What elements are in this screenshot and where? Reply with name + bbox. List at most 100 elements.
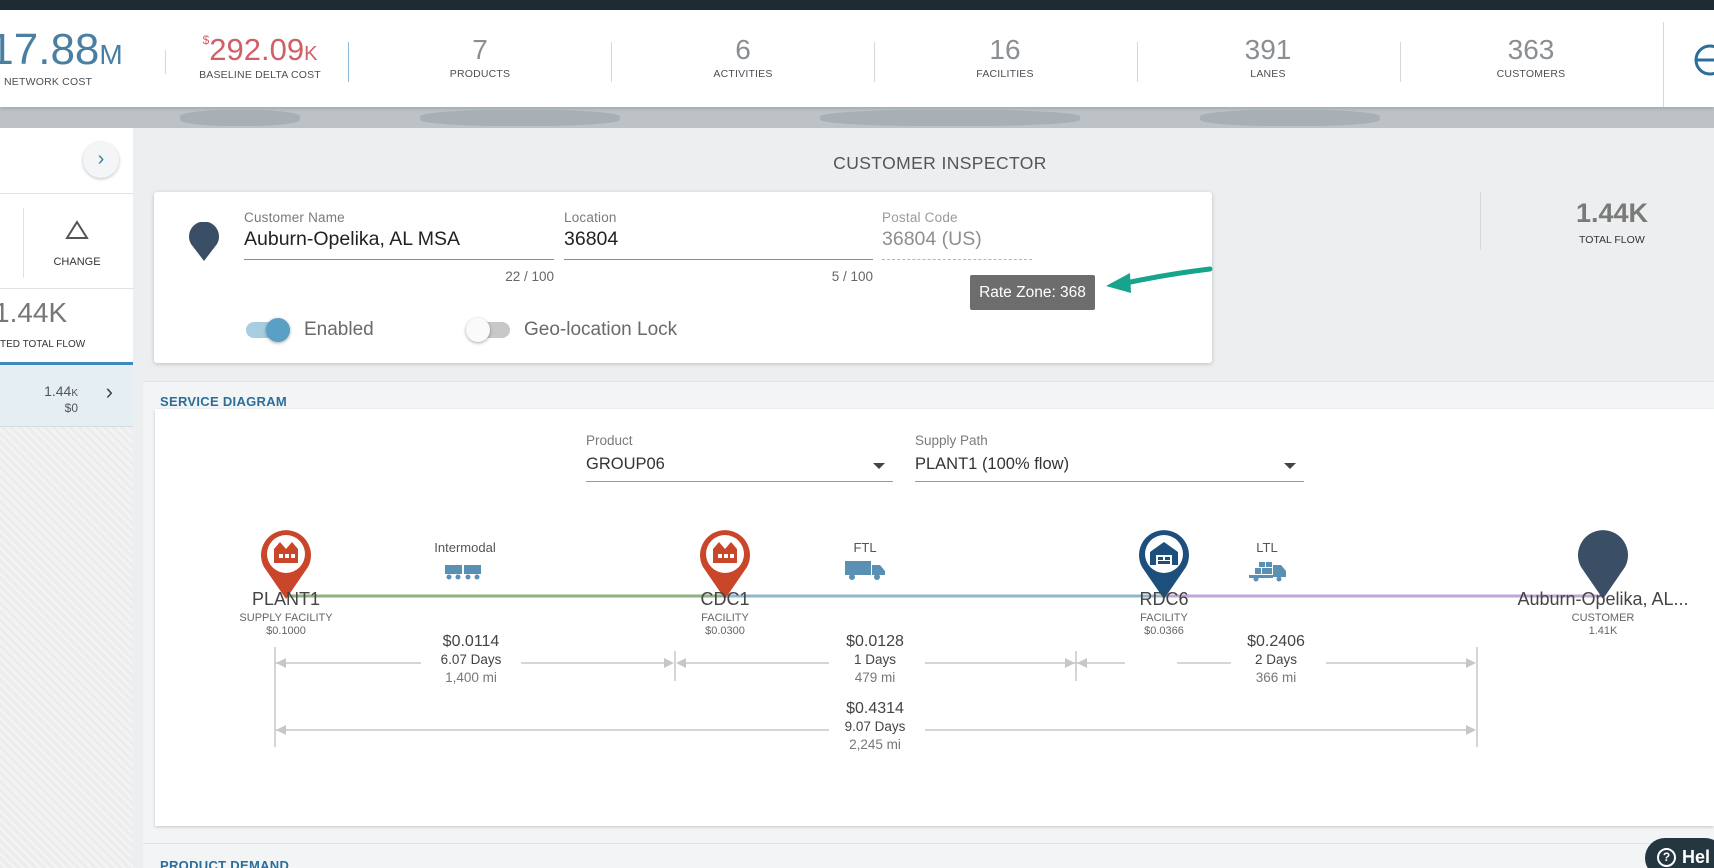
product-select[interactable]: Product GROUP06 (586, 433, 893, 482)
truck-icon (845, 561, 885, 580)
node-rdc6[interactable]: RDC6 FACILITY $0.0366 (1064, 589, 1264, 637)
lanes-label: LANES (1250, 68, 1286, 80)
postal-code-input: 36804 (US) (882, 228, 1032, 260)
leg-mode-ftl: FTL (853, 540, 877, 555)
node-type: SUPPLY FACILITY (239, 612, 333, 624)
metrics-bar: 17.88M NETWORK COST $292.09K BASELINE DE… (0, 10, 1714, 107)
divider (165, 50, 166, 74)
node-value: $0.0366 (1144, 625, 1184, 637)
customer-name-input[interactable]: Auburn-Opelika, AL MSA (244, 228, 554, 260)
customer-pin-icon[interactable] (1578, 530, 1628, 599)
network-cost-metric[interactable]: 17.88M NETWORK COST (0, 10, 126, 107)
total-flow-label: TOTAL FLOW (1579, 234, 1645, 246)
products-value: 7 (472, 34, 488, 65)
product-demand-title: PRODUCT DEMAND (160, 858, 290, 868)
postal-code-field: Postal Code 36804 (US) (882, 210, 1032, 260)
total-flow-summary: 1.44K TOTAL FLOW (1480, 192, 1714, 250)
chevron-right-icon[interactable]: › (105, 379, 113, 404)
left-panel: › CHANGE 1.44K TED TOTAL FLOW 1.44K $0 › (0, 128, 133, 868)
supply-path-select[interactable]: Supply Path PLANT1 (100% flow) (915, 433, 1304, 482)
leg-stats-intermodal: $0.0114 6.07 Days 1,400 mi (421, 633, 521, 685)
node-plant1[interactable]: PLANT1 SUPPLY FACILITY $0.1000 (186, 589, 386, 637)
node-name: RDC6 (1139, 589, 1189, 609)
network-cost-value: 17.88 (0, 25, 100, 74)
customer-name-field[interactable]: Customer Name Auburn-Opelika, AL MSA 22 … (244, 210, 554, 284)
leg-days: 2 Days (1254, 652, 1298, 667)
node-name: Auburn-Opelika, AL... (1517, 589, 1689, 609)
product-value: GROUP06 (586, 455, 665, 473)
node-value: 1.41K (1588, 625, 1618, 637)
flow-row-cost: $0 (64, 401, 78, 415)
map-landmass (420, 110, 620, 126)
baseline-delta-suffix: K (304, 43, 318, 65)
location-label: Location (564, 210, 617, 225)
node-customer[interactable]: Auburn-Opelika, AL... CUSTOMER 1.41K (1493, 589, 1713, 637)
customers-metric[interactable]: 363 CUSTOMERS (1451, 10, 1611, 107)
location-counter: 5 / 100 (831, 269, 873, 284)
divider (23, 208, 24, 278)
divider (1400, 42, 1401, 82)
node-type: FACILITY (701, 612, 749, 624)
flow-list-item[interactable]: 1.44K $0 › (0, 365, 133, 427)
leg-days: 6.07 Days (440, 652, 502, 667)
change-label: CHANGE (53, 256, 101, 268)
products-metric[interactable]: 7 PRODUCTS (400, 10, 560, 107)
product-label: Product (586, 433, 633, 448)
change-tab[interactable]: CHANGE (0, 194, 133, 289)
railcar-icon (445, 565, 481, 580)
inspector-title: CUSTOMER INSPECTOR (833, 153, 1047, 173)
location-input[interactable]: 36804 (564, 228, 873, 260)
baseline-delta-metric[interactable]: $292.09K BASELINE DELTA COST (185, 10, 335, 107)
divider (874, 42, 875, 82)
navigation-icon[interactable] (1688, 40, 1714, 80)
total-flow-value: 1.44K (1576, 198, 1649, 228)
dimension-lines (274, 647, 1478, 747)
facilities-metric[interactable]: 16 FACILITIES (925, 10, 1085, 107)
help-button[interactable]: ? Hel (1645, 838, 1714, 868)
total-flow-value: 1.44K (0, 297, 68, 328)
flow-row-suffix: K (71, 388, 78, 399)
plant1-pin-icon[interactable] (261, 530, 311, 599)
activities-metric[interactable]: 6 ACTIVITIES (663, 10, 823, 107)
total-distance: 2,245 mi (849, 737, 901, 752)
help-label: Hel (1682, 847, 1711, 867)
service-diagram-section: SERVICE DIAGRAM Product GROUP06 Supply P… (143, 381, 1714, 843)
leg-days: 1 Days (853, 652, 897, 667)
toggle-knob[interactable] (466, 318, 490, 342)
customers-label: CUSTOMERS (1496, 68, 1566, 80)
location-field[interactable]: Location 36804 5 / 100 (564, 210, 873, 284)
baseline-delta-label: BASELINE DELTA COST (199, 69, 321, 81)
leg-cost: $0.2406 (1247, 633, 1305, 650)
product-demand-section: PRODUCT DEMAND (143, 843, 1714, 868)
cdc1-pin-icon[interactable] (699, 530, 750, 599)
node-type: CUSTOMER (1571, 612, 1635, 624)
facilities-value: 16 (989, 34, 1021, 65)
map-landmass (820, 110, 1080, 126)
rdc6-pin-icon[interactable] (1139, 530, 1189, 599)
facilities-label: FACILITIES (976, 68, 1034, 80)
toggle-knob[interactable] (266, 318, 290, 342)
total-flow-tab[interactable]: 1.44K TED TOTAL FLOW (0, 289, 133, 365)
node-name: PLANT1 (251, 589, 321, 609)
customer-name-counter: 22 / 100 (505, 269, 554, 284)
node-type: FACILITY (1140, 612, 1188, 624)
panel-background (0, 427, 133, 868)
total-days: 9.07 Days (844, 719, 906, 734)
help-icon: ? (1657, 848, 1676, 867)
activities-label: ACTIVITIES (713, 68, 773, 80)
leg-stats-ltl: $0.2406 2 Days 366 mi (1226, 633, 1326, 685)
activities-value: 6 (735, 34, 751, 65)
leg-distance: 1,400 mi (445, 670, 497, 685)
lanes-metric[interactable]: 391 LANES (1188, 10, 1348, 107)
customer-name-label: Customer Name (244, 210, 345, 225)
leg-cost: $0.0114 (442, 633, 500, 650)
supply-path-value: PLANT1 (100% flow) (915, 455, 1070, 473)
network-cost-suffix: M (99, 39, 123, 70)
leg-mode-ltl: LTL (1256, 540, 1278, 555)
divider (348, 42, 349, 82)
expand-chevron-icon[interactable]: › (83, 142, 119, 178)
map-landmass (180, 110, 300, 126)
supply-path-label: Supply Path (915, 433, 988, 448)
dimension-arrowheads (276, 658, 1476, 735)
node-cdc1[interactable]: CDC1 FACILITY $0.0300 (625, 589, 825, 637)
